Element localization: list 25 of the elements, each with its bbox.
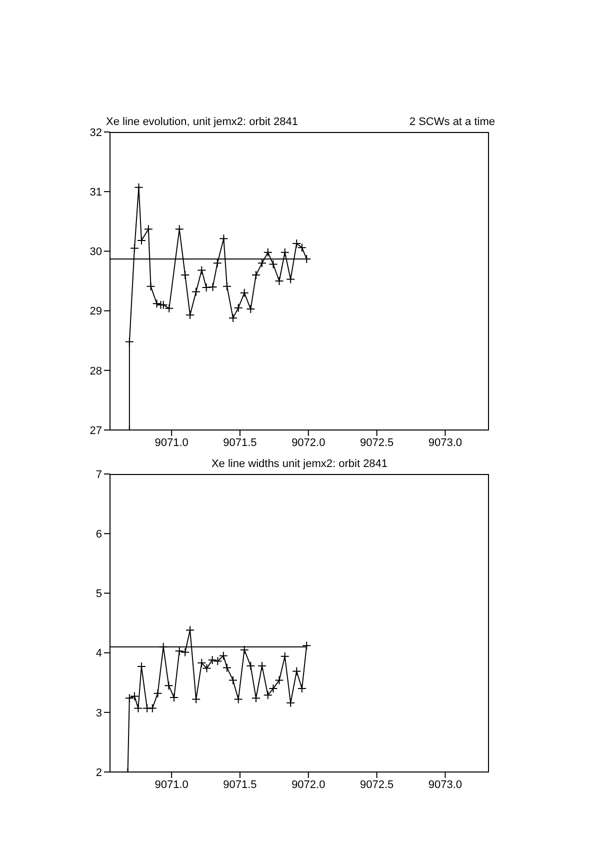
y-tick-label: 2 bbox=[96, 766, 102, 779]
x-tick-label: 9072.5 bbox=[360, 436, 394, 449]
y-tick-label: 6 bbox=[96, 528, 102, 541]
x-tick-label: 9073.0 bbox=[428, 778, 462, 791]
y-tick-label: 3 bbox=[96, 707, 102, 720]
chart-title: Xe line evolution, unit jemx2: orbit 2841 bbox=[106, 116, 298, 128]
x-tick-label: 9071.5 bbox=[223, 436, 257, 449]
y-tick-label: 27 bbox=[90, 424, 102, 437]
chart-subtitle: 2 SCWs at a time bbox=[409, 116, 495, 128]
y-tick-label: 4 bbox=[96, 648, 102, 660]
x-tick-label: 9071.0 bbox=[154, 778, 188, 791]
x-tick-label: 9072.0 bbox=[292, 436, 326, 449]
x-tick-label: 9071.0 bbox=[154, 436, 188, 449]
x-tick-label: 9073.0 bbox=[428, 436, 462, 449]
x-tick-label: 9072.0 bbox=[292, 778, 326, 791]
y-tick-label: 30 bbox=[90, 246, 102, 258]
y-tick-label: 32 bbox=[90, 126, 102, 139]
chart-title: Xe line widths unit jemx2: orbit 2841 bbox=[210, 458, 389, 470]
y-tick-label: 5 bbox=[96, 588, 102, 600]
x-tick-label: 9071.5 bbox=[223, 778, 257, 791]
y-tick-label: 28 bbox=[90, 365, 102, 378]
y-tick-label: 31 bbox=[90, 186, 102, 199]
x-tick-label: 9072.5 bbox=[360, 778, 394, 791]
y-tick-label: 29 bbox=[90, 306, 102, 318]
y-tick-label: 7 bbox=[96, 468, 102, 481]
